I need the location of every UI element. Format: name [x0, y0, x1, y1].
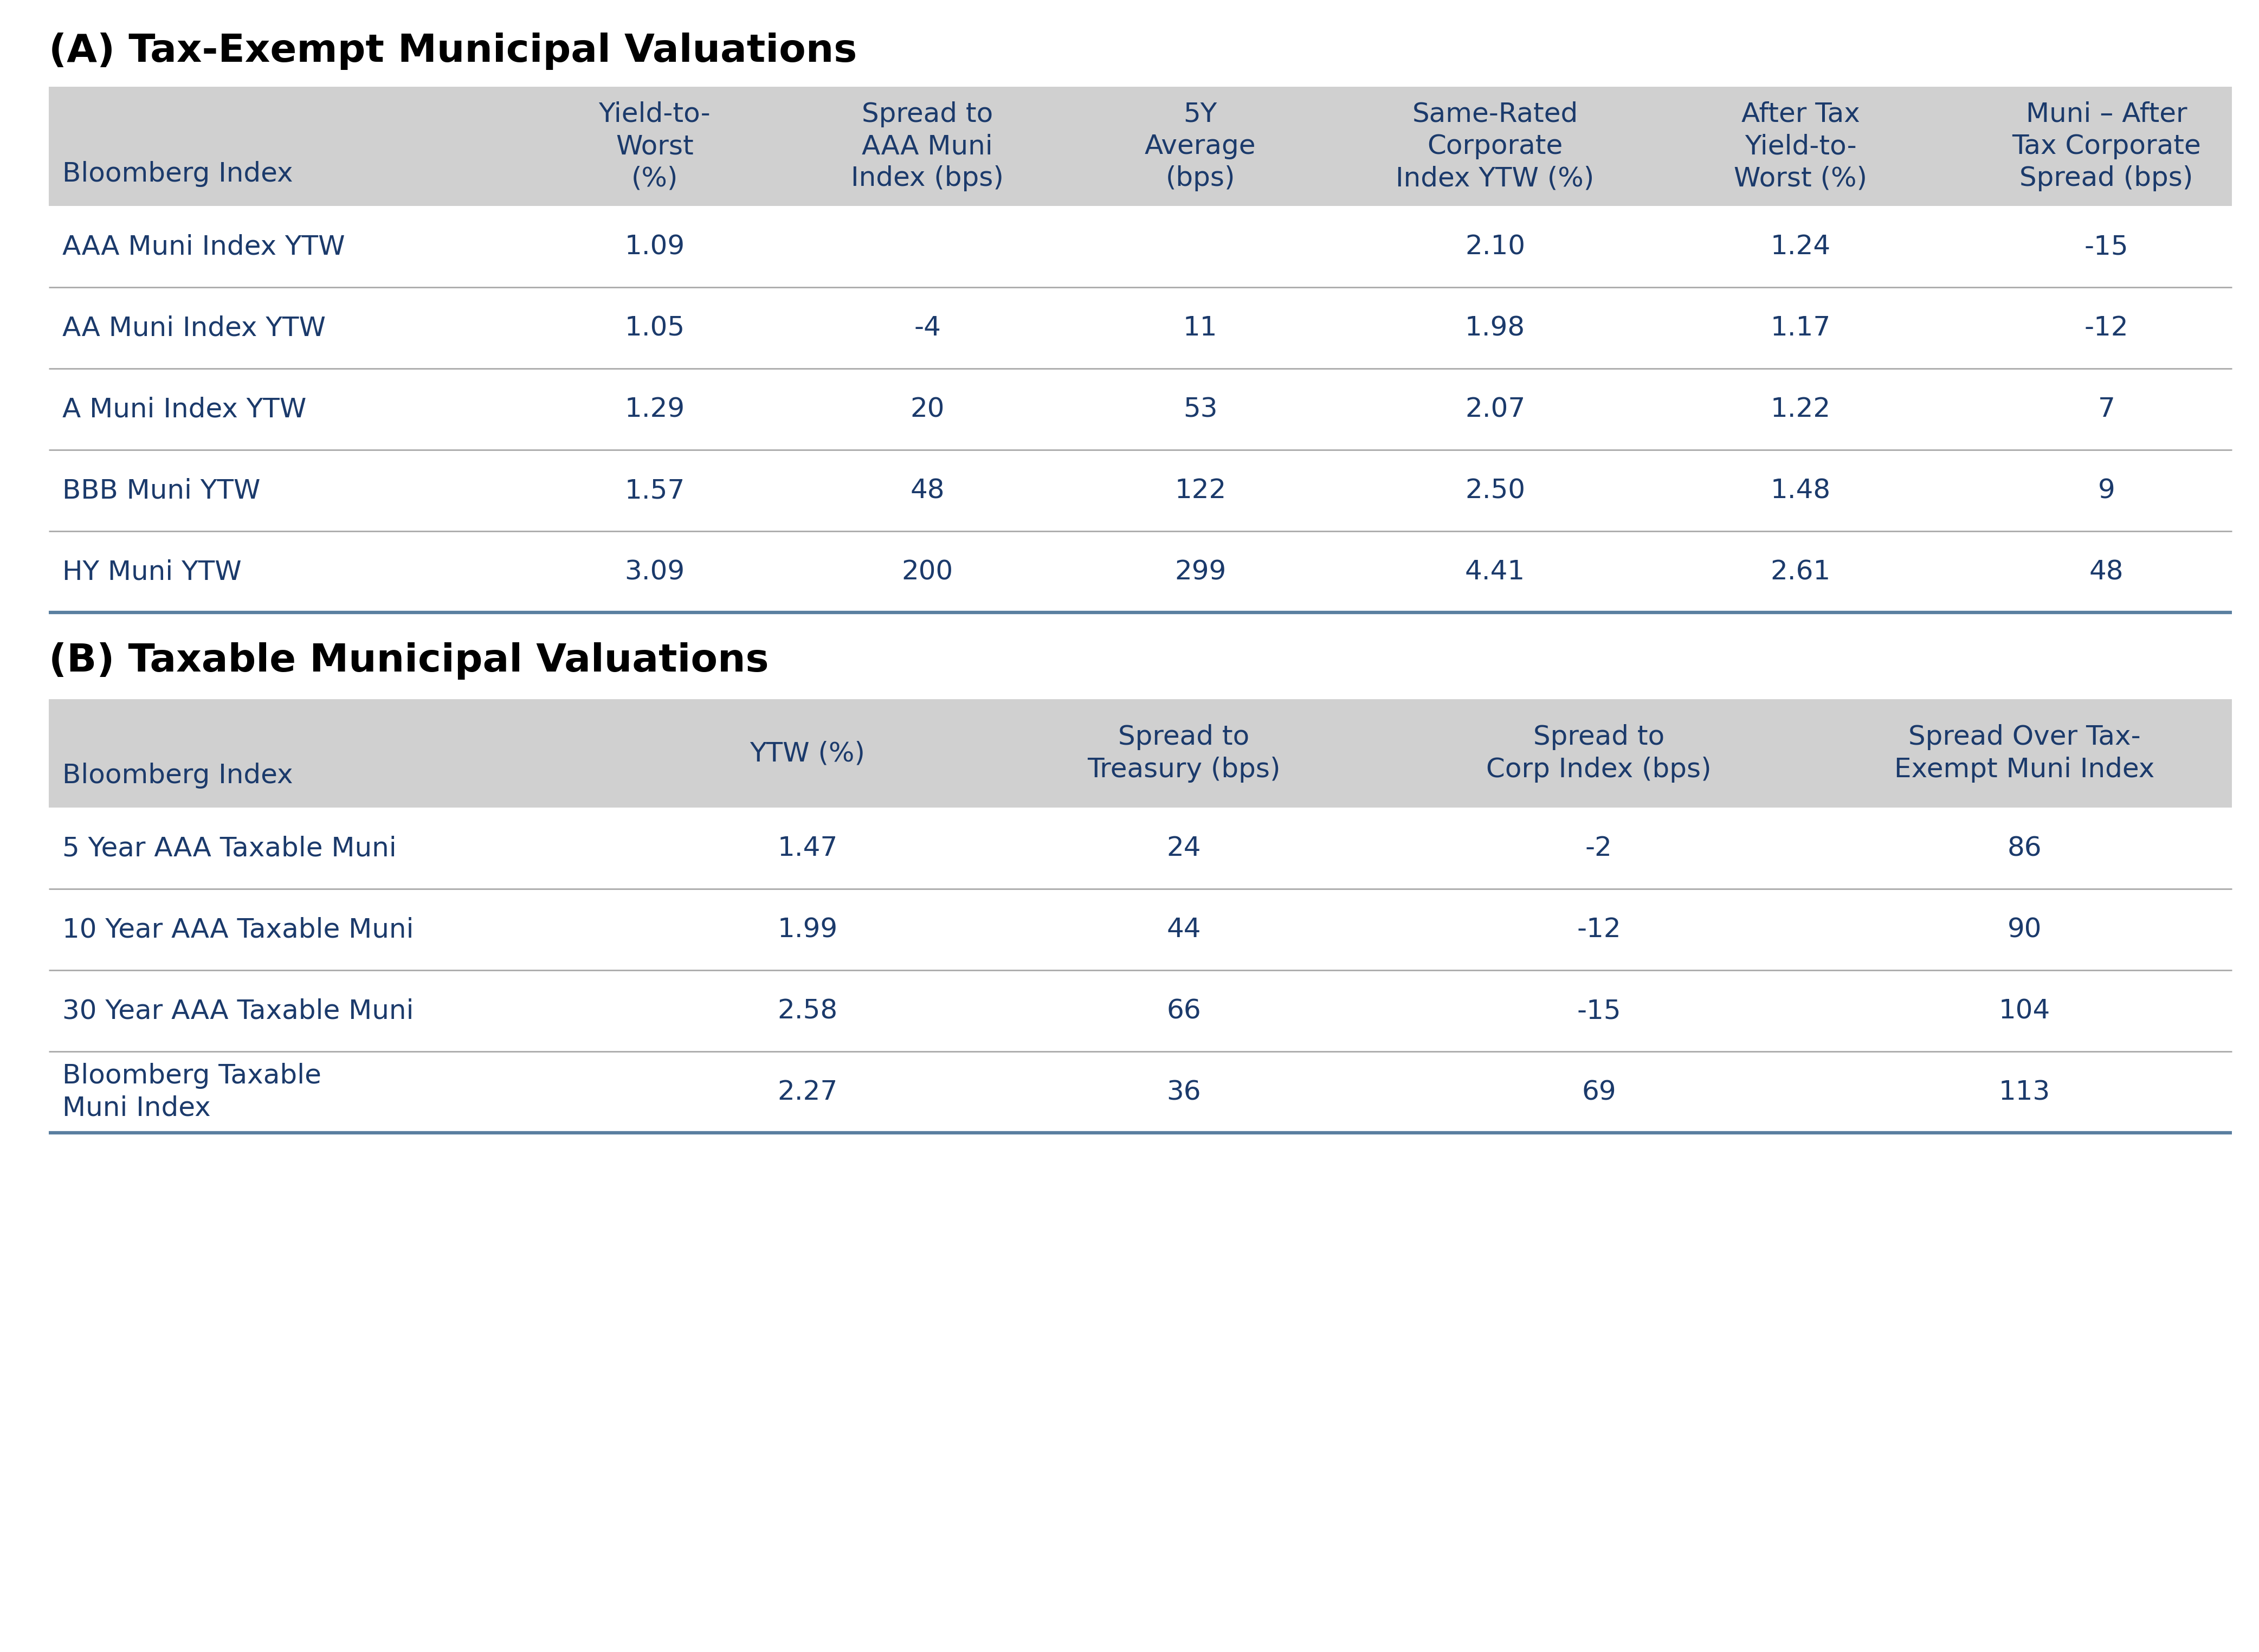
Text: 69: 69	[1581, 1079, 1615, 1105]
Text: 1.98: 1.98	[1466, 316, 1525, 340]
Text: 5Y
Average
(bps): 5Y Average (bps)	[1145, 101, 1256, 192]
Text: Muni – After
Tax Corporate
Spread (bps): Muni – After Tax Corporate Spread (bps)	[2013, 101, 2200, 192]
Text: AA Muni Index YTW: AA Muni Index YTW	[63, 316, 325, 340]
Text: Bloomberg Index: Bloomberg Index	[63, 160, 294, 187]
Text: 5 Year AAA Taxable Muni: 5 Year AAA Taxable Muni	[63, 836, 398, 861]
Text: -2: -2	[1586, 836, 1613, 861]
Text: 4.41: 4.41	[1466, 558, 1525, 585]
Text: 2.61: 2.61	[1771, 558, 1830, 585]
Text: 1.48: 1.48	[1771, 477, 1830, 504]
Text: YTW (%): YTW (%)	[750, 740, 865, 767]
Text: 1.22: 1.22	[1771, 396, 1830, 423]
Text: 53: 53	[1184, 396, 1218, 423]
Text: Spread to
Treasury (bps): Spread to Treasury (bps)	[1087, 724, 1281, 783]
Text: 3.09: 3.09	[623, 558, 684, 585]
Text: 113: 113	[1999, 1079, 2051, 1105]
Text: 1.99: 1.99	[777, 917, 838, 943]
Text: -12: -12	[2085, 316, 2128, 340]
Text: 2.27: 2.27	[777, 1079, 838, 1105]
Text: 30 Year AAA Taxable Muni: 30 Year AAA Taxable Muni	[63, 998, 413, 1024]
Text: Bloomberg Index: Bloomberg Index	[63, 763, 294, 788]
Text: 2.07: 2.07	[1464, 396, 1525, 423]
Text: 90: 90	[2008, 917, 2042, 943]
Text: -4: -4	[915, 316, 942, 340]
Text: AAA Muni Index YTW: AAA Muni Index YTW	[63, 233, 346, 259]
Text: 1.05: 1.05	[623, 316, 684, 340]
Text: 24: 24	[1168, 836, 1202, 861]
Text: 1.17: 1.17	[1771, 316, 1830, 340]
Bar	[50, 86, 2232, 206]
Text: 1.24: 1.24	[1771, 233, 1830, 259]
Text: 1.57: 1.57	[623, 477, 684, 504]
Text: 200: 200	[901, 558, 953, 585]
Bar	[50, 699, 2232, 808]
Text: (A) Tax-Exempt Municipal Valuations: (A) Tax-Exempt Municipal Valuations	[50, 33, 856, 69]
Text: 7: 7	[2099, 396, 2114, 423]
Text: 104: 104	[1999, 998, 2051, 1024]
Text: 122: 122	[1175, 477, 1227, 504]
Text: 2.58: 2.58	[777, 998, 838, 1024]
Text: 44: 44	[1168, 917, 1202, 943]
Text: 299: 299	[1175, 558, 1227, 585]
Text: -15: -15	[2085, 233, 2128, 259]
Text: 66: 66	[1166, 998, 1202, 1024]
Text: 9: 9	[2099, 477, 2114, 504]
Text: Yield-to-
Worst
(%): Yield-to- Worst (%)	[599, 101, 712, 192]
Text: -12: -12	[1577, 917, 1622, 943]
Text: Spread to
AAA Muni
Index (bps): Spread to AAA Muni Index (bps)	[852, 101, 1003, 192]
Text: Spread Over Tax-
Exempt Muni Index: Spread Over Tax- Exempt Muni Index	[1895, 724, 2155, 783]
Text: Spread to
Corp Index (bps): Spread to Corp Index (bps)	[1486, 724, 1712, 783]
Text: BBB Muni YTW: BBB Muni YTW	[63, 477, 260, 504]
Text: 36: 36	[1166, 1079, 1202, 1105]
Text: 2.10: 2.10	[1466, 233, 1525, 259]
Text: Bloomberg Taxable
Muni Index: Bloomberg Taxable Muni Index	[63, 1062, 321, 1122]
Text: 1.29: 1.29	[623, 396, 684, 423]
Text: 2.50: 2.50	[1466, 477, 1525, 504]
Text: 10 Year AAA Taxable Muni: 10 Year AAA Taxable Muni	[63, 917, 413, 943]
Text: -15: -15	[1577, 998, 1622, 1024]
Text: 11: 11	[1184, 316, 1218, 340]
Text: HY Muni YTW: HY Muni YTW	[63, 558, 242, 585]
Text: 48: 48	[910, 477, 944, 504]
Text: 20: 20	[910, 396, 944, 423]
Text: 86: 86	[2008, 836, 2042, 861]
Text: 1.47: 1.47	[777, 836, 838, 861]
Text: 48: 48	[2090, 558, 2123, 585]
Text: A Muni Index YTW: A Muni Index YTW	[63, 396, 307, 423]
Text: After Tax
Yield-to-
Worst (%): After Tax Yield-to- Worst (%)	[1735, 101, 1868, 192]
Text: 1.09: 1.09	[623, 233, 684, 259]
Text: (B) Taxable Municipal Valuations: (B) Taxable Municipal Valuations	[50, 643, 768, 679]
Text: Same-Rated
Corporate
Index YTW (%): Same-Rated Corporate Index YTW (%)	[1396, 101, 1595, 192]
